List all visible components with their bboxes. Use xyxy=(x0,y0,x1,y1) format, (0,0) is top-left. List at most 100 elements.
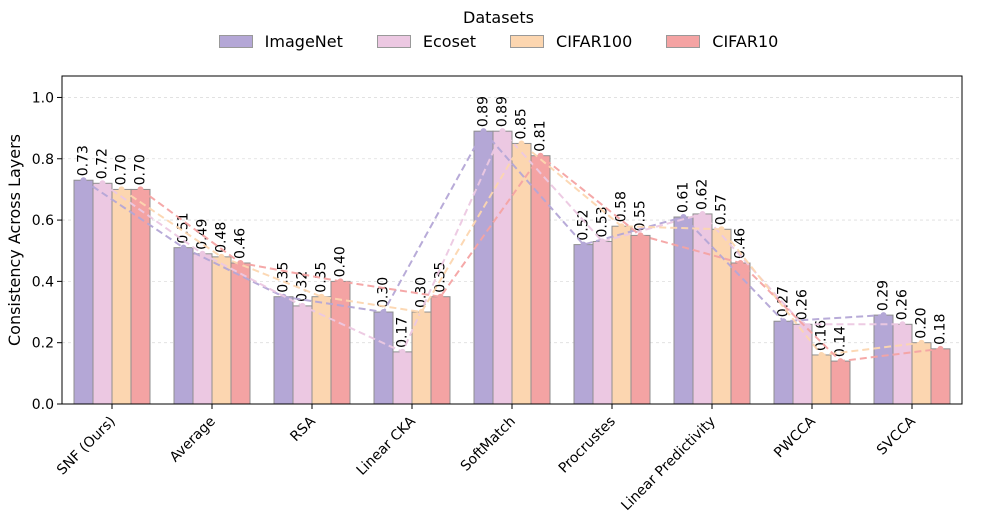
series-point xyxy=(337,278,344,285)
plot-frame xyxy=(61,75,963,405)
series-point xyxy=(699,210,706,217)
bar xyxy=(173,247,194,405)
bar xyxy=(611,225,632,405)
bar xyxy=(530,155,551,405)
data-label: 0.52 xyxy=(576,209,592,240)
legend-item: CIFAR10 xyxy=(666,32,778,51)
data-label: 0.89 xyxy=(495,96,511,127)
series-point xyxy=(480,128,487,135)
series-point xyxy=(80,177,87,184)
bar xyxy=(730,262,751,405)
series-point xyxy=(737,259,744,266)
series-point xyxy=(218,253,225,260)
bar xyxy=(630,234,651,405)
bar xyxy=(130,188,151,405)
y-tick-label: 0.2 xyxy=(32,336,54,352)
y-tick-label: 0.0 xyxy=(32,397,54,413)
series-point xyxy=(437,293,444,300)
data-label: 0.32 xyxy=(295,271,311,302)
series-point xyxy=(780,318,787,325)
data-label: 0.46 xyxy=(233,228,249,259)
legend-swatch xyxy=(666,35,701,48)
x-tick-label: RSA xyxy=(287,413,319,445)
data-label: 0.73 xyxy=(76,145,92,176)
series-point xyxy=(299,302,306,309)
series-point xyxy=(537,152,544,159)
data-label: 0.18 xyxy=(933,314,949,345)
x-tick-label: Procrustes xyxy=(556,414,619,477)
legend-item: CIFAR100 xyxy=(510,32,632,51)
y-tick-label: 1.0 xyxy=(32,90,54,106)
legend-item: ImageNet xyxy=(218,32,343,51)
data-label: 0.85 xyxy=(514,108,530,139)
bar xyxy=(392,351,413,405)
data-label: 0.40 xyxy=(333,246,349,277)
bar xyxy=(311,296,332,405)
bar xyxy=(373,311,394,405)
x-tick-label: Linear CKA xyxy=(354,413,420,479)
legend-swatch xyxy=(510,35,545,48)
data-label: 0.17 xyxy=(395,317,411,348)
data-label: 0.53 xyxy=(595,206,611,237)
series-point xyxy=(880,312,887,319)
y-tick-label: 0.4 xyxy=(32,274,54,290)
data-label: 0.58 xyxy=(614,191,630,222)
legend-swatch xyxy=(218,35,253,48)
series-point xyxy=(99,180,106,187)
series-point xyxy=(418,309,425,316)
legend-title: Datasets xyxy=(463,8,534,27)
series-point xyxy=(399,348,406,355)
bar xyxy=(292,305,313,405)
legend-label: Ecoset xyxy=(422,32,477,51)
series-point xyxy=(137,186,144,193)
legend-label: CIFAR10 xyxy=(712,32,779,51)
bar xyxy=(273,296,294,405)
series-point xyxy=(518,140,525,147)
x-tick-label: SoftMatch xyxy=(458,414,519,475)
data-label: 0.49 xyxy=(195,219,211,250)
bar xyxy=(830,360,851,405)
series-point xyxy=(680,214,687,221)
data-label: 0.26 xyxy=(895,289,911,320)
series-point xyxy=(618,223,625,230)
data-label: 0.70 xyxy=(133,154,149,185)
data-label: 0.46 xyxy=(733,228,749,259)
bar xyxy=(111,188,132,405)
bar xyxy=(892,323,913,405)
bar xyxy=(211,256,232,405)
data-label: 0.35 xyxy=(276,262,292,293)
data-label: 0.16 xyxy=(814,320,830,351)
data-label: 0.14 xyxy=(833,326,849,357)
bar xyxy=(873,314,894,405)
series-point xyxy=(818,351,825,358)
legend-label: CIFAR100 xyxy=(556,32,633,51)
x-tick-label: SVCCA xyxy=(874,413,919,458)
x-tick-label: Average xyxy=(167,414,219,466)
data-label: 0.35 xyxy=(314,262,330,293)
series-point xyxy=(318,293,325,300)
bar xyxy=(73,179,94,405)
y-axis-label: Consistency Across Layers xyxy=(5,134,24,346)
bar xyxy=(773,320,794,405)
series-point xyxy=(580,241,587,248)
data-label: 0.62 xyxy=(695,179,711,210)
bar xyxy=(792,323,813,405)
series-line xyxy=(120,141,922,357)
data-label: 0.70 xyxy=(114,154,130,185)
bar xyxy=(930,348,951,405)
x-tick-label: SNF (Ours) xyxy=(54,414,119,479)
x-tick-label: Linear Predictivity xyxy=(618,414,718,514)
data-label: 0.29 xyxy=(876,280,892,311)
series-point xyxy=(718,226,725,233)
legend-item: Ecoset xyxy=(376,32,477,51)
legend: ImageNet Ecoset CIFAR100 CIFAR10 xyxy=(0,32,997,51)
data-label: 0.55 xyxy=(633,200,649,231)
series-point xyxy=(499,128,506,135)
data-label: 0.72 xyxy=(95,148,111,179)
data-label: 0.57 xyxy=(714,194,730,225)
series-point xyxy=(237,259,244,266)
data-label: 0.20 xyxy=(914,308,930,339)
series-point xyxy=(837,358,844,365)
data-label: 0.26 xyxy=(795,289,811,320)
bar xyxy=(492,130,513,405)
